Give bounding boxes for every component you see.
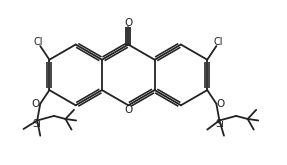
Text: Si: Si bbox=[33, 119, 42, 129]
Text: Si: Si bbox=[215, 119, 224, 129]
Text: O: O bbox=[124, 105, 132, 115]
Text: Cl: Cl bbox=[213, 37, 223, 47]
Text: Cl: Cl bbox=[34, 37, 44, 47]
Text: O: O bbox=[32, 99, 40, 109]
Text: O: O bbox=[216, 99, 225, 109]
Text: O: O bbox=[124, 18, 132, 28]
